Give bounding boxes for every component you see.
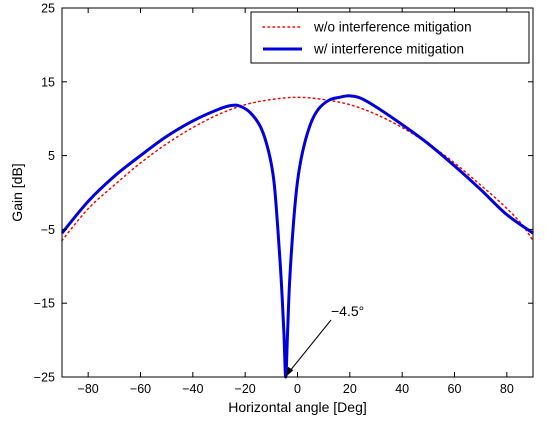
x-tick-label: 60 bbox=[448, 382, 462, 396]
x-tick-label: 40 bbox=[395, 382, 409, 396]
y-tick-label: −5 bbox=[41, 223, 55, 237]
x-tick-label: −60 bbox=[130, 382, 151, 396]
x-tick-label: 20 bbox=[343, 382, 357, 396]
y-tick-label: −25 bbox=[34, 371, 55, 385]
curves-layer bbox=[60, 94, 534, 379]
x-tick-label: 80 bbox=[500, 382, 514, 396]
y-axis-label: Gain [dB] bbox=[9, 163, 25, 221]
legend-label-without-mitigation: w/o interference mitigation bbox=[313, 20, 472, 35]
legend-box bbox=[250, 11, 530, 64]
annotation-arrow bbox=[290, 319, 332, 371]
legend: w/o interference mitigation w/ interfere… bbox=[250, 11, 530, 64]
y-tick-label: 5 bbox=[48, 149, 55, 163]
annotation-label: −4.5° bbox=[331, 303, 364, 319]
annotation: −4.5° bbox=[285, 303, 364, 377]
ticks-layer: −80 −60 −40 −20 0 20 40 60 80 −25 −15 −5 5 15 25 bbox=[34, 2, 533, 396]
y-tick-label: 15 bbox=[41, 75, 55, 89]
x-tick-label: 0 bbox=[294, 382, 301, 396]
series-with-mitigation-line bbox=[60, 94, 534, 379]
x-tick-label: −80 bbox=[78, 382, 99, 396]
x-tick-label: −40 bbox=[182, 382, 203, 396]
y-tick-label: −15 bbox=[34, 297, 55, 311]
series-without-mitigation-line bbox=[61, 96, 534, 242]
x-tick-label: −20 bbox=[235, 382, 256, 396]
x-axis-label: Horizontal angle [Deg] bbox=[228, 399, 367, 415]
y-tick-label: 25 bbox=[41, 2, 55, 16]
annotation-arrowhead bbox=[285, 366, 294, 377]
legend-label-with-mitigation: w/ interference mitigation bbox=[313, 42, 464, 57]
